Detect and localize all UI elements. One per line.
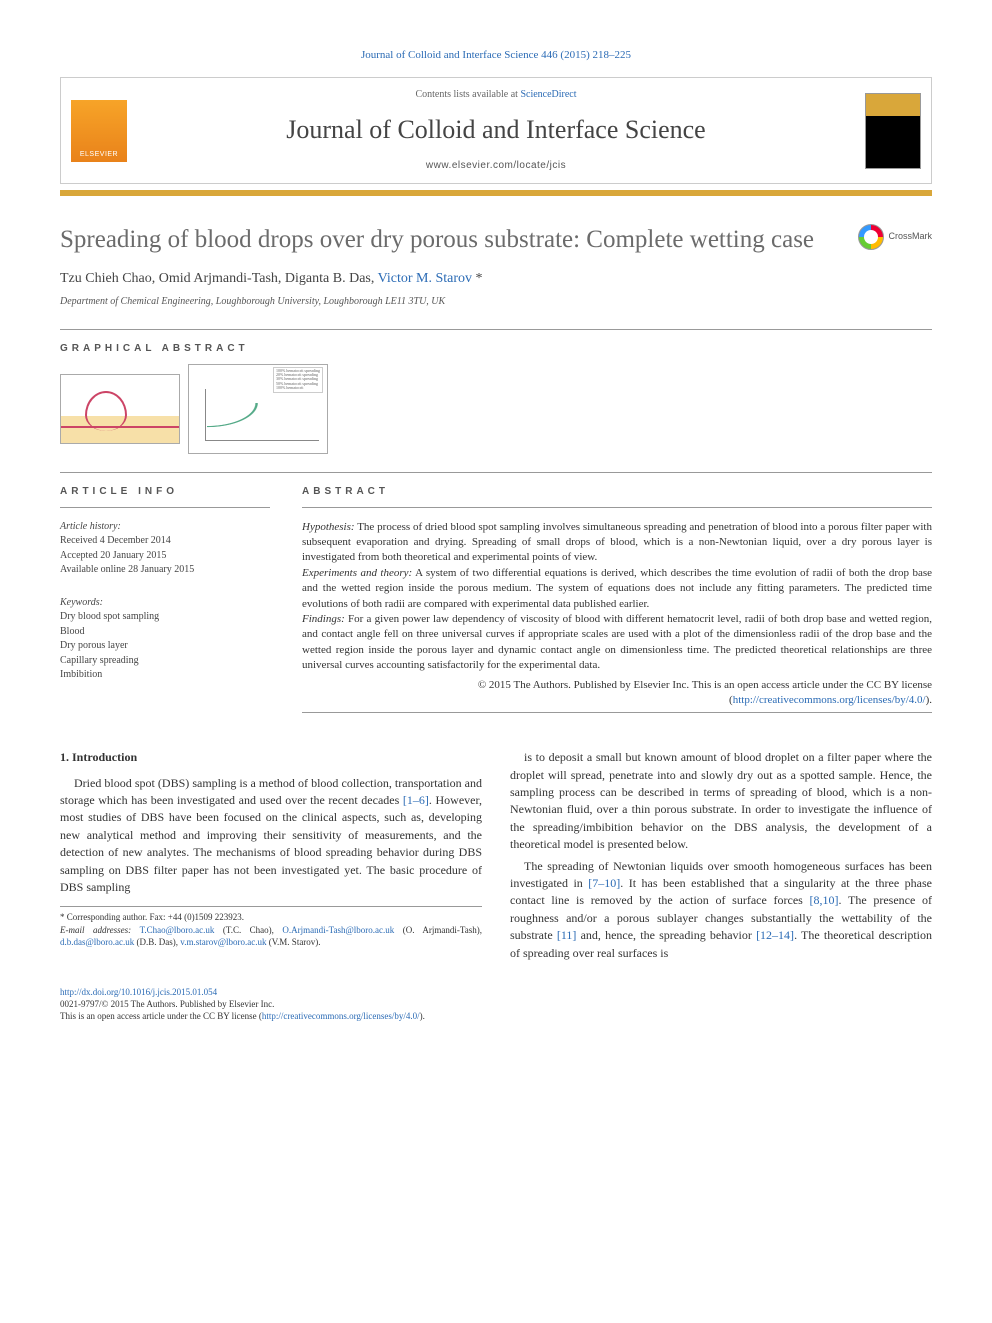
sciencedirect-link[interactable]: ScienceDirect [520,89,576,100]
keywords-block: Keywords: Dry blood spot sampling Blood … [60,596,270,683]
cc-license-link[interactable]: http://creativecommons.org/licenses/by/4… [733,694,926,706]
body-two-column: 1. Introduction Dried blood spot (DBS) s… [60,749,932,966]
email-link[interactable]: O.Arjmandi-Tash@lboro.ac.uk [282,925,394,935]
keyword: Dry blood spot sampling [60,611,159,622]
corresponding-author-link[interactable]: Victor M. Starov [378,271,472,286]
intro-heading: 1. Introduction [60,749,482,766]
history-label: Article history: [60,521,121,532]
top-citation: Journal of Colloid and Interface Science… [60,48,932,63]
issn-line: 0021-9797/© 2015 The Authors. Published … [60,999,274,1009]
graphical-abstract-label: GRAPHICAL ABSTRACT [60,342,932,356]
footnotes: * Corresponding author. Fax: +44 (0)1509… [60,906,482,947]
copyright-close: ). [926,694,932,706]
accent-bar [60,190,932,196]
journal-homepage-url: www.elsevier.com/locate/jcis [141,159,851,173]
article-info-label: ARTICLE INFO [60,485,270,499]
keyword: Blood [60,626,84,637]
keyword: Dry porous layer [60,640,128,651]
keywords-label: Keywords: [60,597,103,608]
cc-license-link[interactable]: http://creativecommons.org/licenses/by/4… [262,1011,420,1021]
corresponding-author-note: * Corresponding author. Fax: +44 (0)1509… [60,911,482,923]
divider [60,507,270,508]
contents-pre: Contents lists available at [415,89,520,100]
ref-link[interactable]: [12–14] [756,928,794,942]
elsevier-logo: ELSEVIER [71,100,127,162]
affiliation: Department of Chemical Engineering, Loug… [60,295,932,309]
ga-chart: 100% hematocrit spreading 20% hematocrit… [188,364,328,454]
corr-marker: * [472,271,483,286]
authors-plain: Tzu Chieh Chao, Omid Arjmandi-Tash, Diga… [60,271,378,286]
body-col-left: 1. Introduction Dried blood spot (DBS) s… [60,749,482,966]
divider [302,712,932,713]
journal-cover-thumbnail [865,93,921,169]
online-date: Available online 28 January 2015 [60,564,194,575]
ga-schematic [60,374,180,444]
crossmark-icon [858,224,884,250]
keyword: Imbibition [60,669,102,680]
cc-line-close: ). [420,1011,425,1021]
hypothesis-label: Hypothesis: [302,521,355,533]
crossmark-badge[interactable]: CrossMark [858,224,932,250]
ref-link[interactable]: [11] [557,928,577,942]
journal-header: ELSEVIER Contents lists available at Sci… [60,77,932,183]
accepted-date: Accepted 20 January 2015 [60,550,166,561]
abstract-text: Hypothesis: The process of dried blood s… [302,520,932,709]
intro-p1b: . However, most studies of DBS have been… [60,793,482,894]
received-date: Received 4 December 2014 [60,535,171,546]
keyword: Capillary spreading [60,655,139,666]
hypothesis-text: The process of dried blood spot sampling… [302,521,932,564]
contents-available-line: Contents lists available at ScienceDirec… [141,88,851,102]
ref-link[interactable]: [7–10] [588,876,620,890]
email-addresses: E-mail addresses: T.Chao@lboro.ac.uk (T.… [60,924,482,948]
author-list: Tzu Chieh Chao, Omid Arjmandi-Tash, Diga… [60,269,932,289]
graphical-abstract: 100% hematocrit spreading 20% hematocrit… [60,364,932,454]
ga-chart-legend: 100% hematocrit spreading 20% hematocrit… [273,367,323,393]
body-col-right: is to deposit a small but known amount o… [510,749,932,966]
email-link[interactable]: T.Chao@lboro.ac.uk [140,925,215,935]
email-link[interactable]: d.b.das@lboro.ac.uk [60,937,134,947]
crossmark-label: CrossMark [888,230,932,243]
divider [60,329,932,330]
divider [60,472,932,473]
doi-link[interactable]: http://dx.doi.org/10.1016/j.jcis.2015.01… [60,987,217,997]
findings-label: Findings: [302,613,345,625]
divider [302,507,932,508]
article-title: Spreading of blood drops over dry porous… [60,224,844,255]
findings-text: For a given power law dependency of visc… [302,613,932,671]
abstract-label: ABSTRACT [302,485,932,499]
emails-label: E-mail addresses: [60,925,140,935]
email-link[interactable]: v.m.starov@lboro.ac.uk [180,937,266,947]
journal-name: Journal of Colloid and Interface Science [141,112,851,148]
ref-link[interactable]: [1–6] [403,793,429,807]
experiments-label: Experiments and theory: [302,567,412,579]
article-history: Article history: Received 4 December 201… [60,520,270,578]
col2-p1: is to deposit a small but known amount o… [510,749,932,853]
bottom-identifiers: http://dx.doi.org/10.1016/j.jcis.2015.01… [60,986,932,1022]
cc-line-pre: This is an open access article under the… [60,1011,262,1021]
ref-link[interactable]: [8,10] [810,893,839,907]
col2-p2d: and, hence, the spreading behavior [576,928,756,942]
